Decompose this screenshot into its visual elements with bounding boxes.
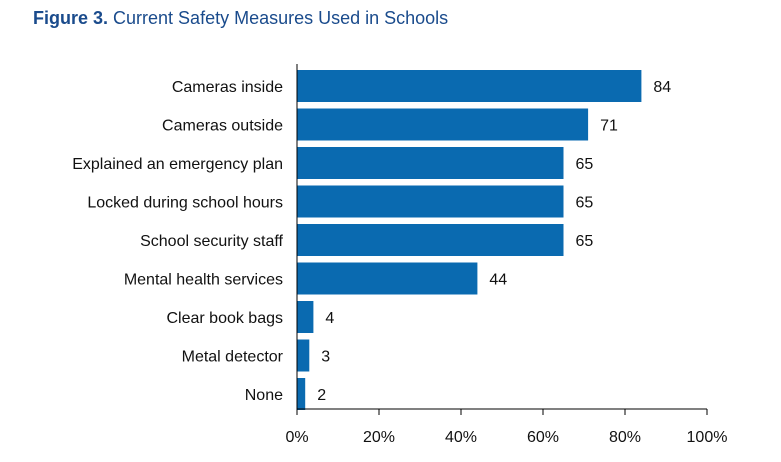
bar [297,185,564,218]
category-label: Cameras inside [172,79,283,96]
category-label: None [245,387,283,404]
category-label: Cameras outside [162,118,283,135]
figure-title: Figure 3. Current Safety Measures Used i… [33,8,448,29]
value-label: 2 [317,387,326,404]
bar [297,339,310,372]
bar [297,224,564,256]
value-label: 71 [600,118,618,135]
bar [297,108,589,141]
x-tick-label: 0% [285,429,308,446]
value-label: 3 [321,349,330,366]
category-label: Mental health services [124,272,283,289]
category-label: Locked during school hours [87,195,283,212]
x-tick-label: 20% [363,429,395,446]
value-label: 65 [576,195,594,212]
x-tick-label: 100% [687,429,728,446]
category-label: School security staff [140,233,283,250]
value-label: 4 [325,310,334,327]
x-tick-label: 40% [445,429,477,446]
x-tick-label: 60% [527,429,559,446]
figure-title-text: Current Safety Measures Used in Schools [113,8,449,28]
value-label: 44 [489,272,507,289]
bar [297,301,314,333]
category-label: Clear book bags [166,310,283,327]
value-label: 84 [653,79,671,96]
bar [297,378,306,410]
value-label: 65 [576,156,594,173]
bar [297,70,642,102]
value-label: 65 [576,233,594,250]
bar [297,147,564,179]
x-tick-label: 80% [609,429,641,446]
figure-label: Figure 3. [33,8,109,28]
category-label: Metal detector [182,349,284,366]
bar [297,262,478,295]
category-label: Explained an emergency plan [72,156,283,173]
